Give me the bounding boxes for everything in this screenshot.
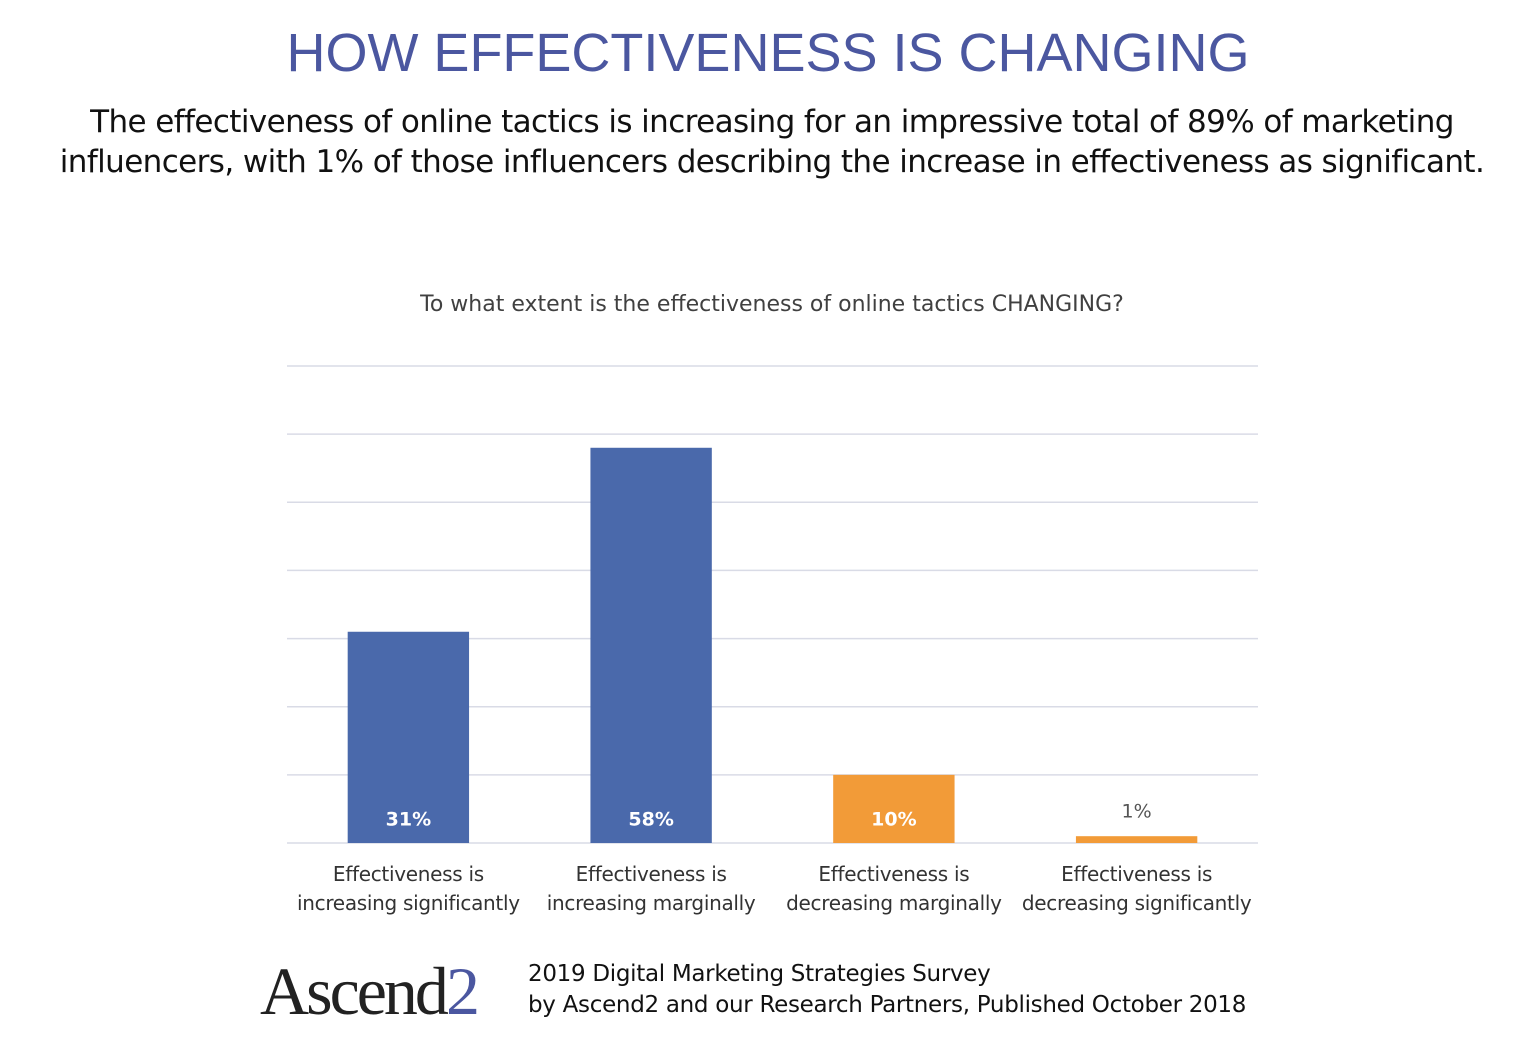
- slide-title: HOW EFFECTIVENESS IS CHANGING: [286, 23, 1250, 83]
- bar: [1075, 836, 1198, 843]
- bar: [833, 774, 955, 843]
- chart-title: To what extent is the effectiveness of o…: [419, 292, 1124, 317]
- source-line: by Ascend2 and our Research Partners, Pu…: [528, 992, 1247, 1018]
- bar: [347, 631, 470, 843]
- value-label: 10%: [871, 809, 916, 831]
- value-label: 58%: [628, 809, 673, 831]
- logo: Ascend2: [260, 953, 480, 1029]
- x-tick-label: Effectiveness is increasing significantl…: [297, 862, 520, 915]
- x-tick-label: Effectiveness is decreasing significantl…: [1021, 862, 1252, 915]
- bar: [590, 447, 712, 843]
- source-line: 2019 Digital Marketing Strategies Survey: [528, 961, 991, 987]
- x-tick-label: Effectiveness is decreasing marginally: [786, 862, 1002, 915]
- x-tick-label: Effectiveness is increasing marginally: [546, 862, 756, 915]
- value-label: 1%: [1122, 801, 1152, 823]
- subtitle-line: influencers, with 1% of those influencer…: [59, 144, 1485, 180]
- subtitle-line: The effectiveness of online tactics is i…: [90, 104, 1454, 140]
- value-label: 31%: [386, 809, 431, 831]
